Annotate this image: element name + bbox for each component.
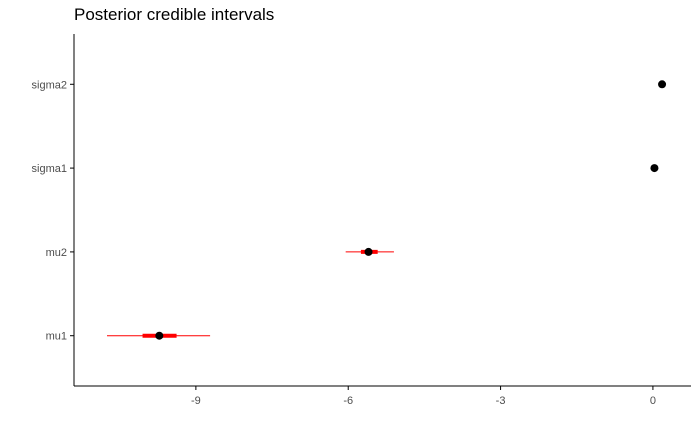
point-sigma2 xyxy=(658,80,667,89)
x-tick-label-1: -6 xyxy=(343,395,353,407)
y-tick-label-sigma2: sigma2 xyxy=(32,79,67,91)
y-tick-labels: mu1 mu2 sigma1 sigma2 xyxy=(32,79,67,342)
y-tick-label-mu2: mu2 xyxy=(46,247,67,259)
x-ticks xyxy=(195,386,654,390)
y-tick-label-sigma1: sigma1 xyxy=(32,163,67,175)
chart-title: Posterior credible intervals xyxy=(74,5,275,24)
point-sigma1 xyxy=(650,164,659,173)
interval-marks xyxy=(107,80,667,340)
point-mu1 xyxy=(155,331,164,340)
x-tick-label-0: -9 xyxy=(191,395,201,407)
x-tick-label-3: 0 xyxy=(650,395,656,407)
x-tick-labels: -9 -6 -3 0 xyxy=(191,395,656,407)
point-mu2 xyxy=(364,247,373,256)
y-ticks xyxy=(70,83,74,337)
y-tick-label-mu1: mu1 xyxy=(46,331,67,343)
x-tick-label-2: -3 xyxy=(496,395,506,407)
